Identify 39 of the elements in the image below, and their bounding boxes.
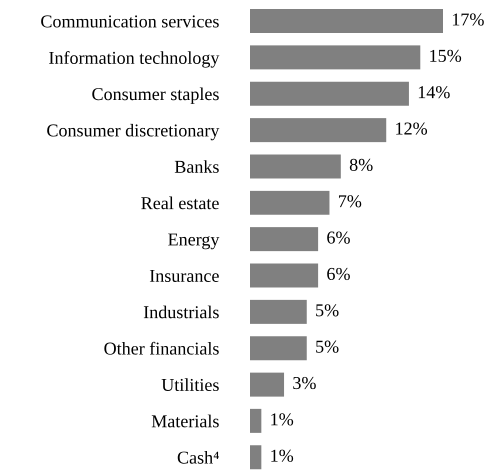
data-label: 6%: [327, 268, 350, 280]
bar: [250, 227, 318, 252]
bar: [250, 82, 409, 106]
data-label: 14%: [418, 86, 450, 98]
bar: [250, 336, 307, 360]
y-tick-label: Information technology: [49, 51, 220, 68]
data-label: 1%: [271, 450, 294, 462]
y-tick-label: Banks: [174, 160, 219, 173]
data-label: 15%: [430, 50, 462, 62]
y-tick-label: Communication services: [41, 15, 219, 28]
data-label: 1%: [271, 413, 294, 426]
bar: [250, 190, 330, 215]
y-tick-label: Insurance: [150, 270, 219, 282]
bar: [250, 408, 262, 433]
bar: [250, 154, 341, 178]
y-tick-label: Consumer discretionary: [47, 124, 220, 140]
y-tick-label: Cash⁴: [178, 451, 219, 464]
y-tick-label: Industrials: [144, 306, 219, 318]
y-tick-label: Other financials: [104, 342, 219, 355]
bar: [250, 372, 284, 397]
data-label: 7%: [338, 195, 362, 208]
data-label: 12%: [396, 122, 428, 135]
y-tick-label: Energy: [168, 234, 220, 250]
y-tick-label: Consumer staples: [92, 87, 219, 104]
data-label: 6%: [327, 232, 350, 244]
bar: [250, 9, 443, 34]
data-label: 5%: [316, 340, 339, 353]
data-label: 3%: [293, 376, 316, 390]
y-tick-label: Utilities: [162, 378, 219, 392]
bar: [250, 264, 318, 288]
bar: [250, 118, 386, 142]
data-label: 5%: [316, 304, 339, 316]
data-label: 8%: [350, 158, 373, 172]
y-tick-label: Materials: [152, 414, 219, 428]
bar: [250, 300, 307, 324]
data-label: 17%: [452, 13, 484, 26]
y-tick-label: Real estate: [141, 196, 219, 210]
bar: [250, 45, 420, 70]
bar: [250, 445, 262, 470]
